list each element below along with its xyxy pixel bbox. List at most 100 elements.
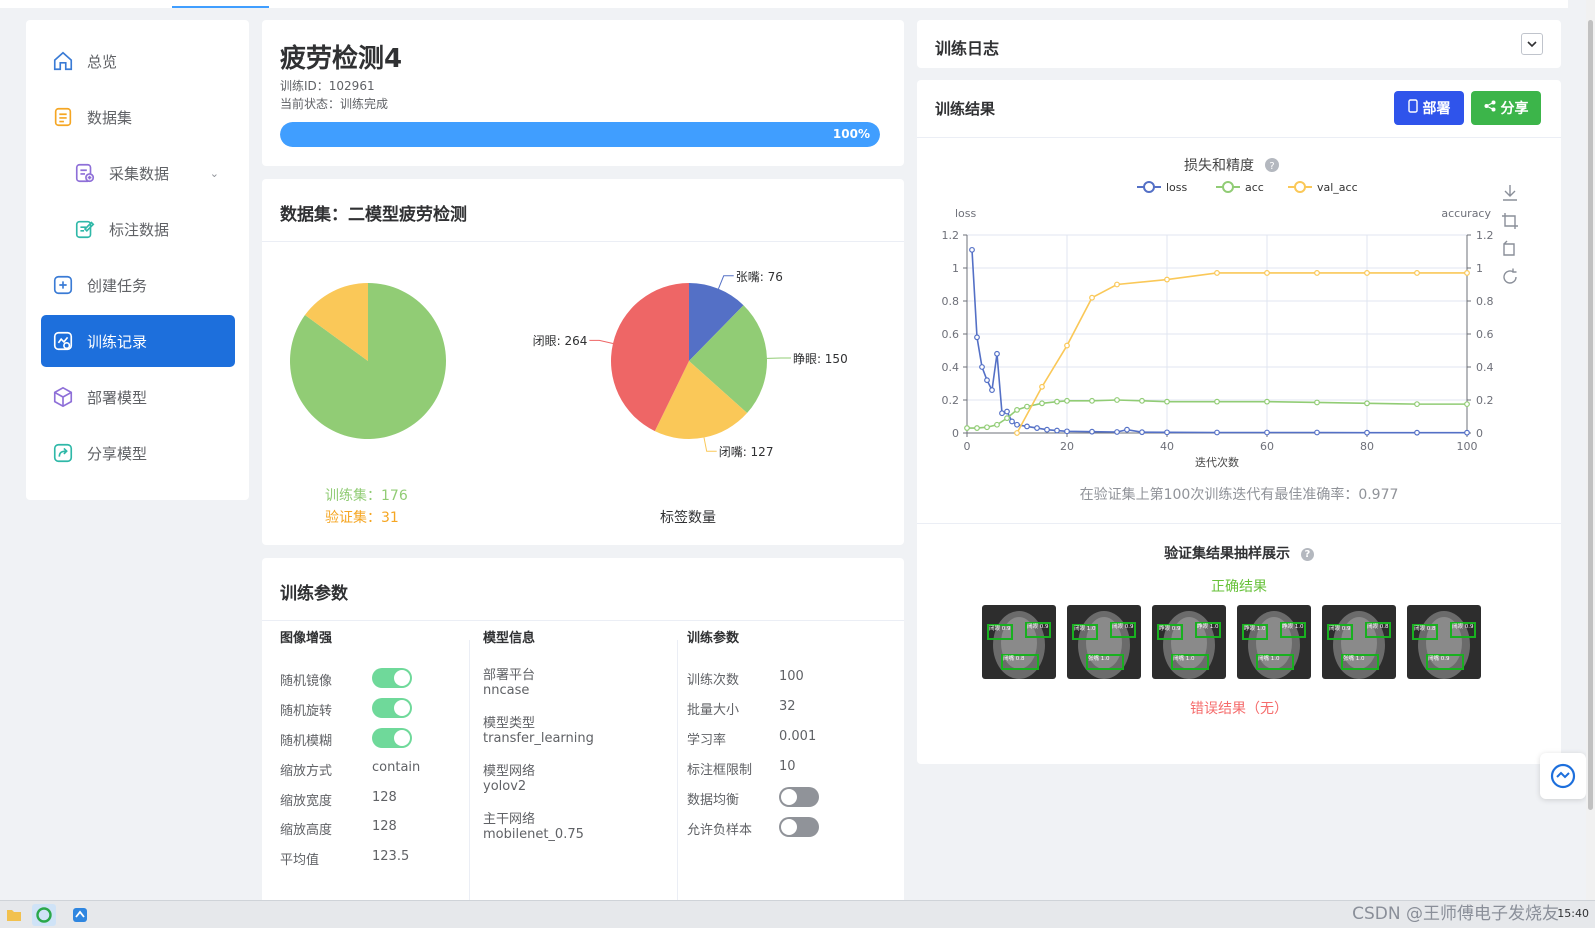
data-point-val_acc[interactable]: [1314, 270, 1320, 276]
data-point-acc[interactable]: [1039, 400, 1045, 407]
data-point-acc[interactable]: [1089, 397, 1095, 404]
data-point-loss[interactable]: [1004, 408, 1010, 415]
log-toggle-button[interactable]: [1521, 33, 1543, 55]
data-point-loss[interactable]: [1364, 429, 1370, 436]
sample-image[interactable]: 闭眼 0.8 闭眼 0.9 闭嘴 0.9: [1407, 605, 1481, 679]
data-point-loss[interactable]: [1014, 421, 1020, 428]
data-point-acc[interactable]: [1214, 398, 1220, 405]
data-point-loss[interactable]: [1314, 429, 1320, 436]
data-point-val_acc[interactable]: [1414, 270, 1420, 276]
help-icon[interactable]: ?: [1300, 548, 1314, 561]
legend-label-1[interactable]: acc: [1245, 181, 1264, 194]
data-point-acc[interactable]: [1024, 403, 1030, 410]
data-point-val_acc[interactable]: [1114, 281, 1120, 288]
data-point-val_acc[interactable]: [1464, 270, 1470, 276]
chart-help-icon[interactable]: [1265, 158, 1279, 172]
data-point-val_acc[interactable]: [1214, 270, 1220, 276]
data-point-acc[interactable]: [984, 424, 990, 431]
download-icon[interactable]: [1500, 183, 1520, 203]
data-point-val_acc[interactable]: [1064, 342, 1070, 349]
data-point-acc[interactable]: [1114, 397, 1120, 403]
sidebar-item-dataset[interactable]: 数据集: [41, 91, 235, 143]
param-toggle[interactable]: [779, 817, 819, 837]
crop-icon[interactable]: [1500, 211, 1520, 231]
data-point-val_acc[interactable]: [1039, 383, 1045, 390]
data-point-loss[interactable]: [1124, 426, 1130, 433]
sidebar-item-share-model[interactable]: 分享模型: [41, 427, 235, 479]
data-point-acc[interactable]: [1139, 397, 1145, 404]
data-point-acc[interactable]: [1464, 401, 1470, 408]
detection-box: [1280, 622, 1306, 638]
sample-image[interactable]: 睁眼 1.0 睁眼 1.0 闭嘴 1.0: [1237, 605, 1311, 679]
deploy-button[interactable]: 部署: [1394, 91, 1464, 125]
app-icon[interactable]: [68, 904, 92, 926]
data-point-val_acc[interactable]: [1364, 270, 1370, 276]
data-point-acc[interactable]: [1164, 398, 1170, 405]
data-point-acc[interactable]: [1064, 397, 1070, 404]
folder-icon[interactable]: [2, 904, 26, 926]
sidebar-item-deploy-model[interactable]: 部署模型: [41, 371, 235, 423]
split-pie-chart: [290, 283, 446, 439]
data-point-loss[interactable]: [1009, 418, 1015, 425]
legend-label-2[interactable]: val_acc: [1317, 181, 1358, 194]
param-toggle[interactable]: [779, 787, 819, 807]
data-point-acc[interactable]: [1004, 415, 1010, 422]
param-toggle[interactable]: [372, 728, 412, 748]
undo-icon[interactable]: [1500, 239, 1520, 259]
data-point-loss[interactable]: [1044, 426, 1050, 433]
data-point-loss[interactable]: [994, 350, 1000, 357]
floating-assistant-button[interactable]: [1540, 753, 1586, 799]
sidebar-item-overview[interactable]: 总览: [41, 35, 235, 87]
legend-label-0[interactable]: loss: [1166, 181, 1188, 194]
data-point-acc[interactable]: [974, 425, 980, 431]
sidebar-item-training-record[interactable]: 训练记录: [41, 315, 235, 367]
data-point-val_acc[interactable]: [1089, 294, 1095, 301]
data-point-acc[interactable]: [1014, 407, 1020, 413]
page-scrollbar[interactable]: [1586, 0, 1595, 900]
data-point-loss[interactable]: [989, 387, 995, 394]
data-point-val_acc[interactable]: [1014, 430, 1020, 436]
data-point-loss[interactable]: [984, 377, 990, 384]
data-point-loss[interactable]: [1054, 427, 1060, 434]
data-point-loss[interactable]: [1164, 429, 1170, 436]
sample-image[interactable]: 闭眼 1.0 闭眼 0.9 张嘴 1.0: [1067, 605, 1141, 679]
data-point-val_acc[interactable]: [1264, 270, 1270, 276]
data-point-loss[interactable]: [979, 364, 985, 370]
data-point-acc[interactable]: [1364, 400, 1370, 407]
data-point-val_acc[interactable]: [1164, 276, 1170, 283]
data-point-acc[interactable]: [964, 425, 970, 431]
detection-label: 睁眼 1.0: [1197, 622, 1219, 630]
data-point-loss[interactable]: [1414, 429, 1420, 436]
sidebar-item-collect-data[interactable]: 采集数据 ⌄: [41, 147, 235, 199]
data-point-loss[interactable]: [1034, 425, 1040, 431]
sidebar-item-annotate-data[interactable]: 标注数据: [41, 203, 235, 255]
data-point-loss[interactable]: [1114, 429, 1120, 435]
data-point-loss[interactable]: [1214, 429, 1220, 436]
data-point-acc[interactable]: [1264, 398, 1270, 405]
data-point-loss[interactable]: [1089, 428, 1095, 435]
scrollbar-thumb[interactable]: [1588, 20, 1593, 810]
data-point-loss[interactable]: [1264, 429, 1270, 436]
sample-image[interactable]: 闭眼 0.9 闭眼 0.8 张嘴 1.0: [1322, 605, 1396, 679]
sidebar-item-create-task[interactable]: 创建任务: [41, 259, 235, 311]
sample-image[interactable]: 睁眼 0.9 睁眼 1.0 闭嘴 1.0: [1152, 605, 1226, 679]
param-toggle[interactable]: [372, 668, 412, 688]
share-button[interactable]: 分享: [1471, 91, 1541, 125]
sample-image[interactable]: 闭眼 0.9 闭眼 0.9 闭嘴 0.8: [982, 605, 1056, 679]
data-point-loss[interactable]: [1064, 428, 1070, 435]
data-point-acc[interactable]: [1414, 401, 1420, 408]
data-point-acc[interactable]: [994, 421, 1000, 428]
data-point-loss[interactable]: [974, 334, 980, 341]
data-point-acc[interactable]: [1054, 398, 1060, 405]
data-point-loss[interactable]: [969, 246, 975, 253]
browser-icon[interactable]: [32, 904, 56, 926]
param-toggle[interactable]: [372, 698, 412, 718]
param-label: 标注框限制: [687, 763, 753, 778]
data-point-loss[interactable]: [1139, 429, 1145, 436]
data-point-acc[interactable]: [1314, 399, 1320, 406]
refresh-icon[interactable]: [1500, 267, 1520, 287]
data-point-loss[interactable]: [999, 410, 1005, 417]
detection-box: [1110, 622, 1136, 638]
data-point-loss[interactable]: [1464, 429, 1470, 436]
data-point-loss[interactable]: [1024, 423, 1030, 430]
